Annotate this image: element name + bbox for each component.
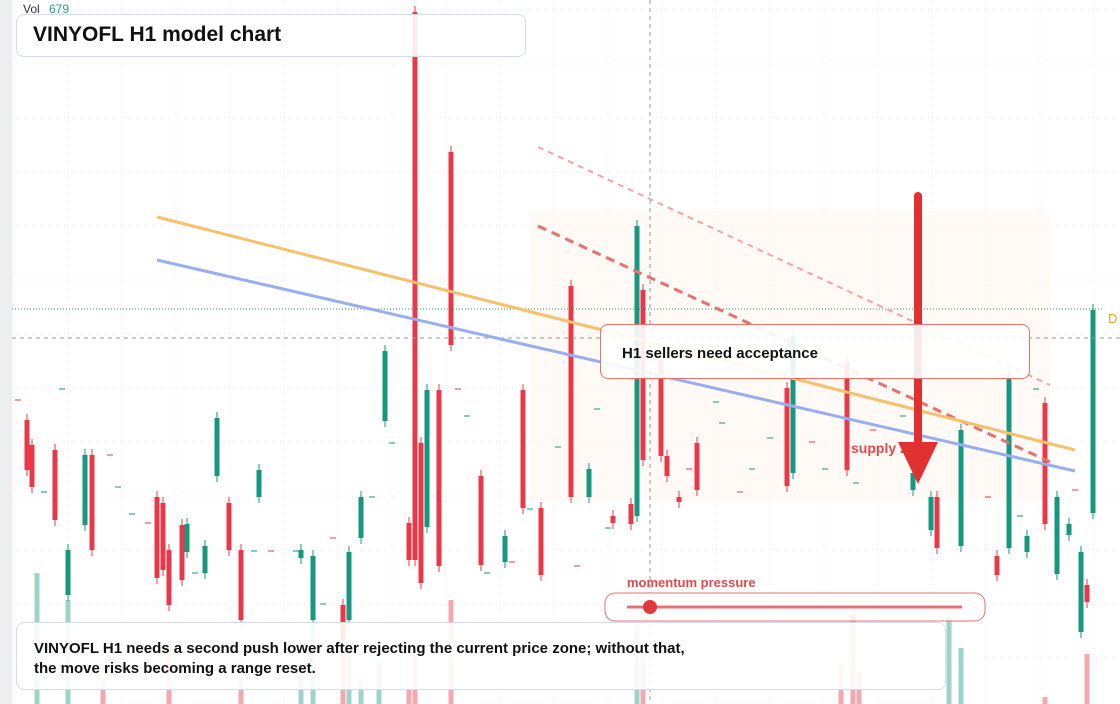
candle <box>424 390 430 527</box>
candle <box>412 12 418 560</box>
candle <box>568 286 574 497</box>
slider-thumb <box>643 600 657 614</box>
candle <box>520 390 526 508</box>
candle <box>538 508 544 575</box>
axis-badge-bg <box>1104 308 1120 328</box>
candle <box>238 550 244 620</box>
volume-bar <box>946 617 952 704</box>
candle <box>256 470 262 497</box>
candle <box>664 456 670 476</box>
candle <box>910 473 916 490</box>
volume-bar <box>406 690 412 704</box>
candle <box>1054 497 1060 574</box>
vol-label: Vol <box>23 2 40 16</box>
note-box: VINYOFL H1 needs a second push lower aft… <box>16 622 946 690</box>
note-line: the move risks becoming a range reset. <box>34 660 316 677</box>
candle <box>784 388 790 486</box>
candle <box>418 443 424 583</box>
candle <box>448 152 454 345</box>
candle <box>406 523 412 560</box>
candle <box>214 418 220 476</box>
volume-bar <box>358 678 364 704</box>
candle <box>52 450 58 520</box>
candle <box>310 556 316 620</box>
candle <box>1006 375 1012 548</box>
candle <box>844 362 850 470</box>
candle <box>586 469 592 497</box>
candle <box>502 536 508 562</box>
candle <box>1078 552 1084 632</box>
axis-badge: D <box>1108 311 1117 326</box>
candle <box>628 504 634 524</box>
title: VINYOFL H1 model chart <box>33 23 282 46</box>
candle <box>676 497 682 502</box>
candle <box>346 552 352 620</box>
candle <box>154 497 160 578</box>
candle <box>436 390 442 566</box>
candle <box>358 497 364 538</box>
candle <box>478 476 484 565</box>
callout-box: H1 sellers need acceptance <box>600 324 1030 379</box>
volume-bar <box>100 680 106 704</box>
candle <box>1090 310 1096 513</box>
note-line: VINYOFL H1 needs a second push lower aft… <box>34 640 685 657</box>
candle <box>226 503 232 550</box>
candle <box>89 455 95 550</box>
candle <box>934 497 940 548</box>
candle <box>994 556 1000 575</box>
candle <box>382 351 388 421</box>
candle <box>184 524 190 552</box>
title-box: VINYOFL H1 model chart <box>16 14 526 57</box>
volume-bar <box>1042 697 1048 704</box>
candle <box>29 445 35 487</box>
candle <box>658 361 664 456</box>
candle <box>694 443 700 490</box>
candle <box>160 503 166 570</box>
candle <box>1084 585 1090 602</box>
candle <box>202 546 208 573</box>
slider-label: momentum pressure <box>627 575 756 590</box>
candle <box>24 420 30 470</box>
candle <box>958 430 964 546</box>
candle <box>1024 536 1030 552</box>
candle <box>298 550 304 558</box>
candle <box>928 497 934 530</box>
candle <box>610 516 616 523</box>
candle <box>166 550 172 605</box>
candle <box>82 455 88 525</box>
vol-value: 679 <box>49 2 69 16</box>
candle <box>65 550 71 595</box>
candle <box>179 525 185 580</box>
candle <box>1066 524 1072 535</box>
left-strip <box>0 0 12 704</box>
arrow-head <box>898 442 938 484</box>
volume-bar <box>958 648 964 704</box>
callout: H1 sellers need acceptance <box>622 345 818 362</box>
volume-bar <box>1084 654 1090 704</box>
candle <box>790 336 796 473</box>
